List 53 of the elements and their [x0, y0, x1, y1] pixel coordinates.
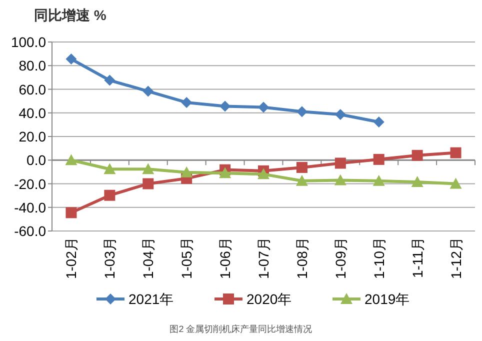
point — [258, 168, 270, 180]
annotation: 图2 金属切削机床产量同比增速情况 — [170, 324, 312, 334]
ytick: -60.0 — [14, 223, 46, 239]
point — [412, 150, 423, 161]
point — [411, 176, 424, 187]
point — [180, 166, 193, 178]
point — [373, 154, 384, 165]
point — [334, 109, 346, 120]
xtick: 1-08月 — [294, 237, 310, 280]
point — [104, 190, 116, 201]
point — [219, 167, 232, 178]
ytick: 40.0 — [18, 104, 46, 121]
point — [104, 74, 116, 86]
xtick: 1-10月 — [370, 237, 387, 280]
point — [296, 106, 308, 118]
xtick: 1-09月 — [332, 237, 348, 280]
point — [372, 174, 385, 186]
point — [296, 162, 308, 173]
xtick: 1-07月 — [256, 237, 272, 280]
ytick: 0.0 — [26, 152, 46, 168]
point — [258, 102, 269, 113]
point — [104, 163, 116, 174]
ytick: 20.0 — [18, 128, 46, 144]
point — [334, 158, 346, 169]
xtick: 1-06月 — [217, 237, 234, 280]
ytick: 80.0 — [18, 58, 46, 74]
point — [220, 100, 231, 112]
xtick: 1-12月 — [448, 237, 464, 280]
ylabel: 同比增速 % — [34, 7, 106, 23]
xtick: 1-11月 — [409, 237, 426, 278]
ytick: -20.0 — [14, 176, 46, 192]
point — [450, 178, 462, 189]
legend-label: 2020年 — [246, 291, 292, 307]
xtick: 1-05月 — [178, 237, 195, 280]
xtick: 1-03月 — [102, 237, 118, 280]
point — [142, 163, 154, 174]
ytick: -40.0 — [14, 199, 46, 216]
point — [66, 207, 77, 218]
xtick: 1-04月 — [140, 237, 156, 280]
point — [142, 86, 154, 97]
point — [334, 174, 346, 186]
point — [65, 154, 78, 166]
legend-label: 2019年 — [364, 291, 410, 307]
point — [181, 96, 192, 108]
ytick: 60.0 — [18, 81, 46, 98]
point — [142, 178, 154, 190]
ytick: 100.0 — [10, 34, 46, 50]
point — [450, 147, 462, 158]
legend-label: 2021年 — [128, 291, 174, 307]
xtick: 1-02月 — [63, 237, 80, 280]
point — [66, 54, 77, 65]
point — [296, 174, 308, 186]
point — [373, 116, 384, 128]
